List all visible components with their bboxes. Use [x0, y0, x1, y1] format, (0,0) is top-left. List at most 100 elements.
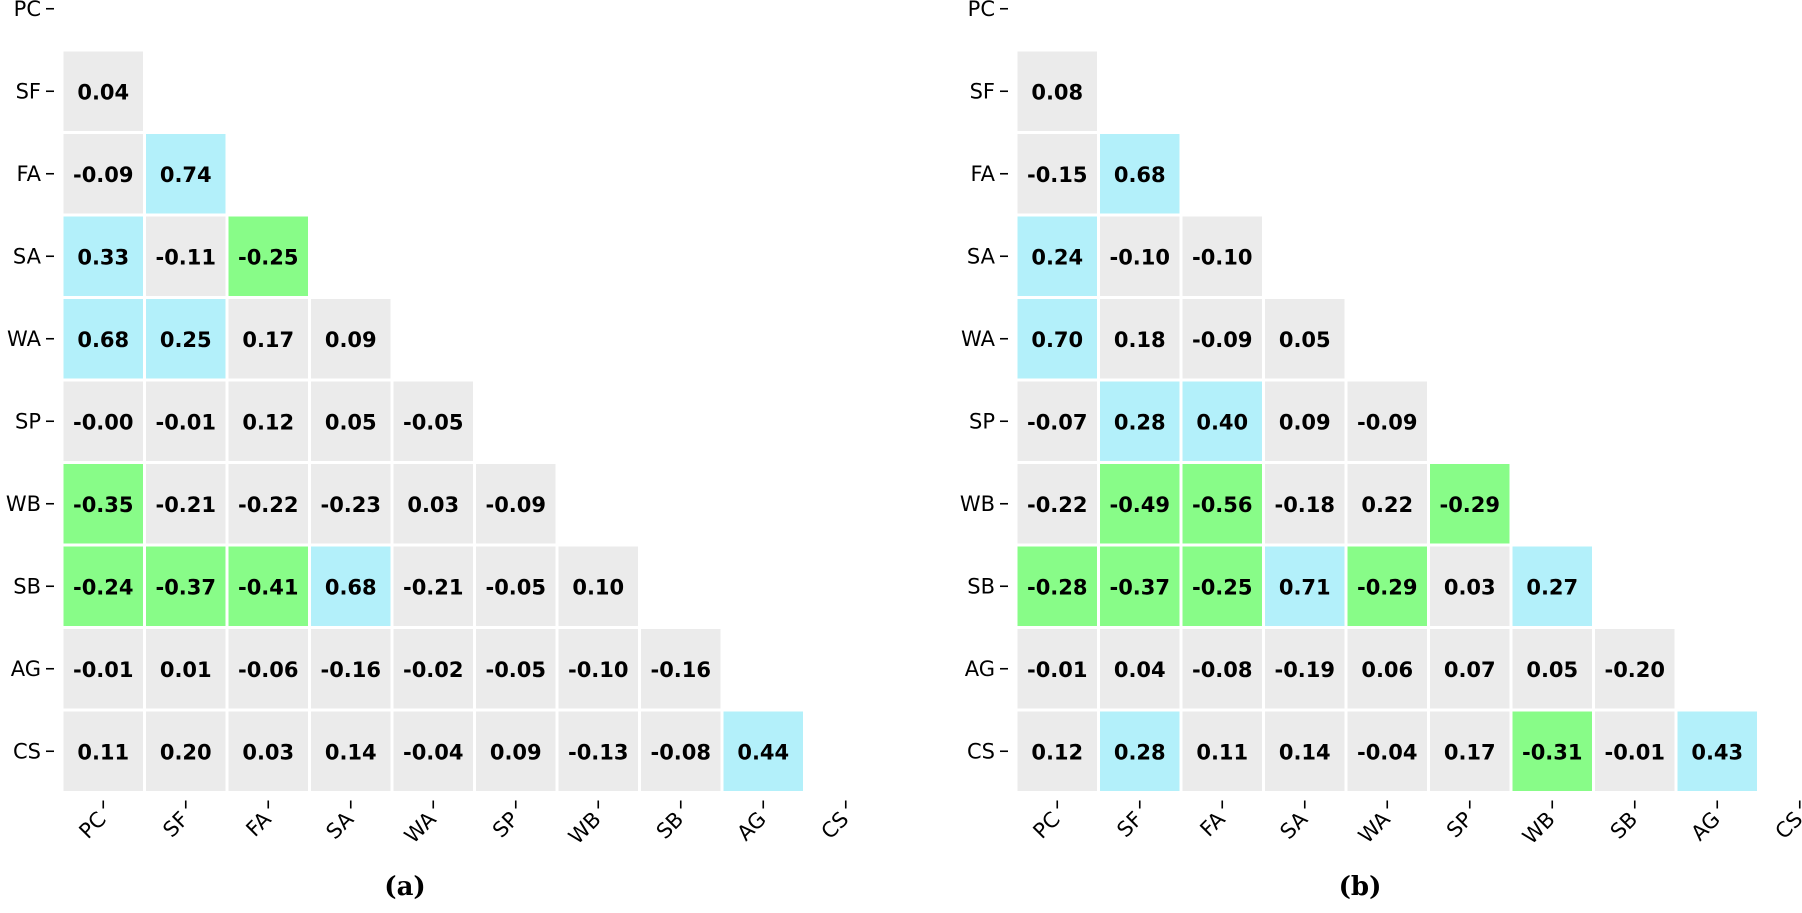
col-label-pc: PC — [1028, 807, 1064, 843]
cell-value-label: -0.08 — [1192, 658, 1253, 682]
heatmap-cell-ag-pc — [1017, 629, 1097, 709]
heatmap-cell-ag-sa — [311, 629, 391, 709]
col-label-ag: AG — [1686, 807, 1724, 845]
col-label-wb: WB — [1518, 807, 1560, 849]
heatmap-cell-sb-wb — [558, 546, 638, 626]
cell-value-label: -0.10 — [1192, 245, 1253, 269]
col-label-sa: SA — [1275, 807, 1312, 844]
row-label-fa: FA — [970, 162, 995, 186]
cell-value-label: -0.35 — [73, 493, 134, 517]
cell-value-label: -0.21 — [155, 493, 216, 517]
heatmap-panel-a: PC SF FA SA WA SP WB SB AG CS 0.04 -0.09 0.74 0.33 -0.… — [6, 0, 853, 902]
heatmap-cell-ag-wa — [393, 629, 473, 709]
cell-value-label: -0.16 — [650, 658, 711, 682]
cell-value-label: 0.11 — [77, 740, 129, 764]
col-label-ag: AG — [732, 807, 770, 845]
heatmap-cell-ag-sa — [1265, 629, 1345, 709]
heatmap-cell-sp-pc — [1017, 381, 1097, 461]
col-label-wa: WA — [1354, 807, 1395, 848]
heatmap-cell-cs-pc — [1017, 711, 1097, 791]
cell-value-label: 0.70 — [1031, 328, 1083, 352]
heatmap-cell-sa-fa — [228, 216, 308, 296]
cell-value-label: 0.43 — [1691, 740, 1743, 764]
cell-value-label: 0.17 — [242, 328, 294, 352]
heatmap-cell-sb-sf — [146, 546, 226, 626]
row-label-cs: CS — [967, 739, 995, 763]
cell-value-label: -0.06 — [238, 658, 299, 682]
col-label-sf: SF — [158, 807, 193, 842]
cell-value-label: -0.22 — [1027, 493, 1088, 517]
cell-value-label: 0.03 — [1444, 575, 1496, 599]
cell-value-label: -0.08 — [650, 740, 711, 764]
row-label-sf: SF — [16, 79, 41, 103]
cell-value-label: 0.11 — [1196, 740, 1248, 764]
cell-value-label: -0.19 — [1274, 658, 1335, 682]
heatmap-cell-ag-sp — [476, 629, 556, 709]
heatmap-cell-wb-sa — [311, 464, 391, 544]
cell-value-label: -0.01 — [155, 410, 216, 434]
heatmap-cell-wa-fa — [228, 299, 308, 379]
col-label-fa: FA — [241, 807, 276, 842]
heatmap-cell-fa-sf — [1100, 134, 1180, 214]
heatmap-cell-cs-sb — [1595, 711, 1675, 791]
heatmap-cell-sp-sf — [1100, 381, 1180, 461]
cell-value-label: -0.29 — [1357, 575, 1418, 599]
row-label-wa: WA — [961, 327, 996, 351]
heatmap-cell-fa-sf — [146, 134, 226, 214]
cell-value-label: 0.05 — [325, 410, 377, 434]
cell-value-label: -0.10 — [568, 658, 629, 682]
col-label-fa: FA — [1195, 807, 1230, 842]
heatmap-cell-sb-pc — [1017, 546, 1097, 626]
cell-value-label: -0.29 — [1439, 493, 1500, 517]
cell-value-label: 0.09 — [325, 328, 377, 352]
cell-value-label: 0.04 — [1114, 658, 1166, 682]
heatmap-cell-cs-ag — [723, 711, 803, 791]
heatmap-cell-sb-sa — [311, 546, 391, 626]
row-label-sa: SA — [13, 244, 42, 268]
heatmap-cell-wb-sp — [1430, 464, 1510, 544]
row-label-sp: SP — [15, 409, 41, 433]
col-label-sb: SB — [1606, 807, 1643, 844]
cell-value-label: 0.68 — [1114, 163, 1166, 187]
heatmap-cell-sp-wa — [1347, 381, 1427, 461]
heatmap-cell-wa-pc — [63, 299, 143, 379]
col-label-wa: WA — [400, 807, 441, 848]
heatmap-cell-cs-wb — [1512, 711, 1592, 791]
heatmap-cell-wa-sa — [311, 299, 391, 379]
col-label-cs: CS — [817, 807, 854, 844]
heatmap-cell-cs-sp — [476, 711, 556, 791]
cell-value-label: -0.28 — [1027, 575, 1088, 599]
heatmap-cell-sp-sa — [1265, 381, 1345, 461]
cell-value-label: 0.25 — [160, 328, 212, 352]
cell-value-label: 0.07 — [1444, 658, 1496, 682]
heatmap-cell-sb-sa — [1265, 546, 1345, 626]
heatmap-cell-sf-pc — [63, 51, 143, 131]
row-label-pc: PC — [14, 0, 41, 21]
heatmap-cell-sb-wa — [393, 546, 473, 626]
heatmap-cell-sp-fa — [1182, 381, 1262, 461]
heatmap-cell-wb-sf — [146, 464, 226, 544]
cell-value-label: 0.06 — [1361, 658, 1413, 682]
heatmap-cell-wb-fa — [1182, 464, 1262, 544]
cell-value-label: -0.09 — [73, 163, 134, 187]
heatmap-cell-cs-wa — [1347, 711, 1427, 791]
cell-value-label: -0.24 — [73, 575, 134, 599]
heatmap-cell-wb-sp — [476, 464, 556, 544]
col-label-sa: SA — [321, 807, 358, 844]
heatmap-cell-wa-fa — [1182, 299, 1262, 379]
heatmap-cell-wb-wa — [1347, 464, 1427, 544]
panel-label: (b) — [1339, 872, 1382, 902]
col-label-sp: SP — [488, 807, 523, 842]
heatmap-cell-sb-sp — [1430, 546, 1510, 626]
heatmap-cell-ag-pc — [63, 629, 143, 709]
heatmap-cell-wb-sf — [1100, 464, 1180, 544]
heatmap-cell-ag-sb — [641, 629, 721, 709]
cell-value-label: -0.13 — [568, 740, 629, 764]
row-label-ag: AG — [965, 657, 995, 681]
cell-value-label: 0.74 — [160, 163, 212, 187]
heatmap-cell-sb-sp — [476, 546, 556, 626]
cell-value-label: 0.05 — [1279, 328, 1331, 352]
col-label-sf: SF — [1112, 807, 1147, 842]
heatmap-cell-sp-wa — [393, 381, 473, 461]
